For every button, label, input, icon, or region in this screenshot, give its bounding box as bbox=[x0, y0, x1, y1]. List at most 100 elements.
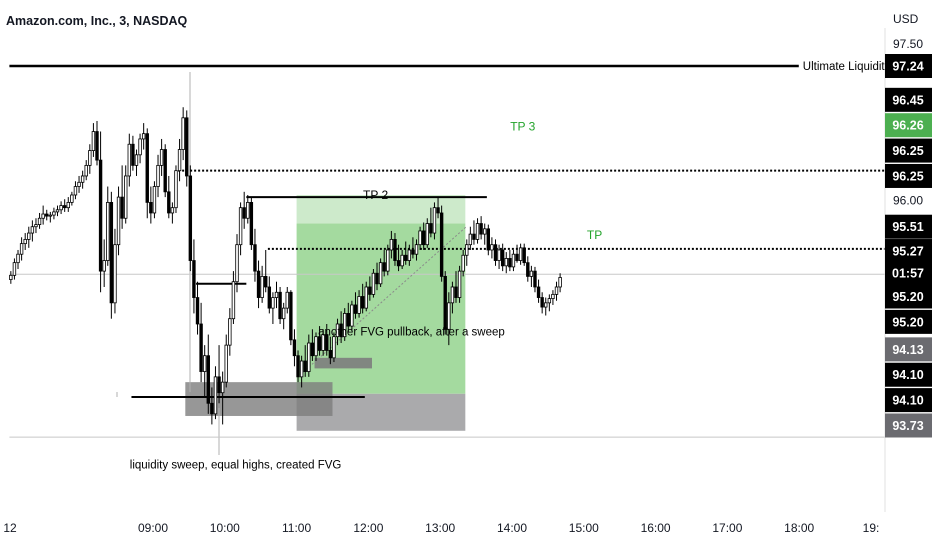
candle bbox=[418, 226, 422, 250]
candle bbox=[231, 271, 236, 324]
candle bbox=[522, 243, 526, 266]
candle-body bbox=[16, 253, 20, 264]
candle bbox=[16, 249, 20, 270]
candle-body bbox=[321, 334, 325, 351]
candle-body bbox=[472, 233, 476, 240]
candle bbox=[497, 244, 501, 270]
candle bbox=[554, 281, 559, 301]
candle-body bbox=[536, 286, 541, 298]
candle bbox=[339, 311, 343, 344]
price-tag-label: 96.25 bbox=[892, 144, 923, 158]
candle bbox=[382, 249, 386, 277]
candle-body bbox=[558, 277, 562, 288]
candle-body bbox=[368, 286, 372, 295]
candle-body bbox=[235, 244, 239, 283]
candle bbox=[472, 220, 476, 245]
candle bbox=[152, 181, 157, 219]
candle-body bbox=[289, 291, 293, 341]
candle-body bbox=[12, 262, 17, 276]
candle bbox=[59, 201, 63, 215]
candle-body bbox=[371, 272, 376, 295]
candle bbox=[62, 199, 67, 212]
candle-body bbox=[260, 276, 264, 298]
candle-body bbox=[447, 302, 451, 330]
candle-body bbox=[479, 223, 483, 235]
candle bbox=[357, 290, 361, 318]
candle bbox=[289, 290, 293, 346]
price-tag-label: 95.20 bbox=[892, 315, 923, 329]
candle bbox=[364, 281, 368, 312]
price-tag-label: 94.10 bbox=[892, 394, 923, 408]
candle bbox=[80, 170, 85, 189]
candle-body bbox=[540, 297, 544, 308]
candle-body bbox=[515, 253, 519, 261]
candle bbox=[396, 244, 401, 272]
candle bbox=[314, 332, 318, 361]
candle-body bbox=[518, 247, 523, 261]
candle-body bbox=[66, 201, 70, 209]
candle bbox=[170, 202, 175, 224]
candle bbox=[174, 165, 178, 213]
candle bbox=[303, 345, 307, 377]
price-axis: 97.50 97.24 96.45 96.26 96.25 96.25 96.00 95.51… bbox=[884, 28, 932, 512]
candle-body bbox=[249, 201, 254, 246]
candle bbox=[360, 283, 365, 314]
candle bbox=[486, 224, 491, 256]
candle bbox=[95, 120, 99, 166]
candle-body bbox=[213, 376, 218, 415]
candle-body bbox=[364, 286, 368, 309]
candle bbox=[109, 191, 114, 319]
candle bbox=[37, 212, 42, 229]
candle-body bbox=[483, 228, 487, 235]
candle bbox=[375, 262, 379, 291]
candle-body bbox=[332, 336, 336, 359]
candle-body bbox=[533, 270, 537, 288]
candle-body bbox=[109, 201, 114, 304]
price-tag-label: 96.26 bbox=[892, 119, 923, 133]
candle bbox=[131, 135, 135, 171]
candle-body bbox=[551, 293, 555, 300]
candle bbox=[353, 292, 358, 319]
candle-body bbox=[450, 286, 455, 304]
candle-body bbox=[84, 164, 88, 177]
candle bbox=[256, 260, 261, 309]
candle bbox=[325, 323, 329, 356]
candle bbox=[134, 149, 139, 176]
candle bbox=[213, 366, 218, 420]
price-tag-label: 94.10 bbox=[892, 368, 923, 382]
time-axis-tick: 18:00 bbox=[784, 521, 814, 535]
price-tag bbox=[885, 138, 932, 163]
candle bbox=[500, 243, 505, 272]
candle-body bbox=[141, 133, 146, 140]
candle bbox=[343, 308, 347, 341]
candle bbox=[106, 186, 110, 266]
candle bbox=[429, 207, 433, 238]
candle-body bbox=[547, 298, 552, 304]
candle-body bbox=[303, 360, 307, 372]
candle bbox=[12, 258, 17, 280]
price-tag bbox=[885, 87, 932, 112]
candle bbox=[400, 249, 404, 270]
candle bbox=[102, 239, 106, 287]
candle-body bbox=[19, 243, 24, 255]
candle bbox=[536, 279, 541, 303]
candle-body bbox=[432, 207, 437, 234]
candle-body bbox=[264, 276, 268, 288]
candle-body bbox=[37, 217, 42, 225]
time-axis-tick: 11:00 bbox=[282, 521, 311, 535]
candle bbox=[220, 371, 225, 425]
candle bbox=[414, 239, 419, 261]
candle-body bbox=[421, 230, 426, 246]
candle bbox=[48, 211, 53, 223]
candle-body bbox=[465, 244, 469, 256]
candle-body bbox=[274, 291, 279, 298]
candle-body bbox=[9, 274, 13, 280]
candle bbox=[19, 237, 24, 261]
annotation-label: TP 2 bbox=[363, 188, 388, 202]
candle-body bbox=[511, 253, 516, 268]
candle bbox=[202, 345, 207, 398]
candle bbox=[98, 131, 103, 293]
time-axis-tick: 12:00 bbox=[353, 521, 383, 535]
